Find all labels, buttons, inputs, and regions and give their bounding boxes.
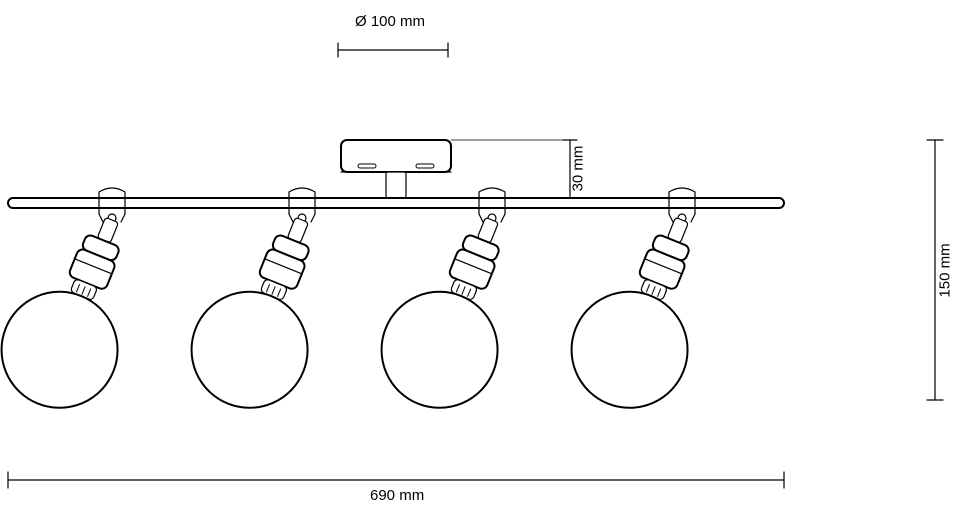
label-total-width: 690 mm [370,487,424,504]
label-mount-height: 30 mm [569,146,586,192]
label-diameter: Ø 100 mm [355,13,425,30]
lamp-diagram-svg [0,0,960,523]
label-total-height: 150 mm [937,243,954,297]
diagram-canvas: Ø 100 mm 30 mm 150 mm 690 mm [0,0,960,523]
